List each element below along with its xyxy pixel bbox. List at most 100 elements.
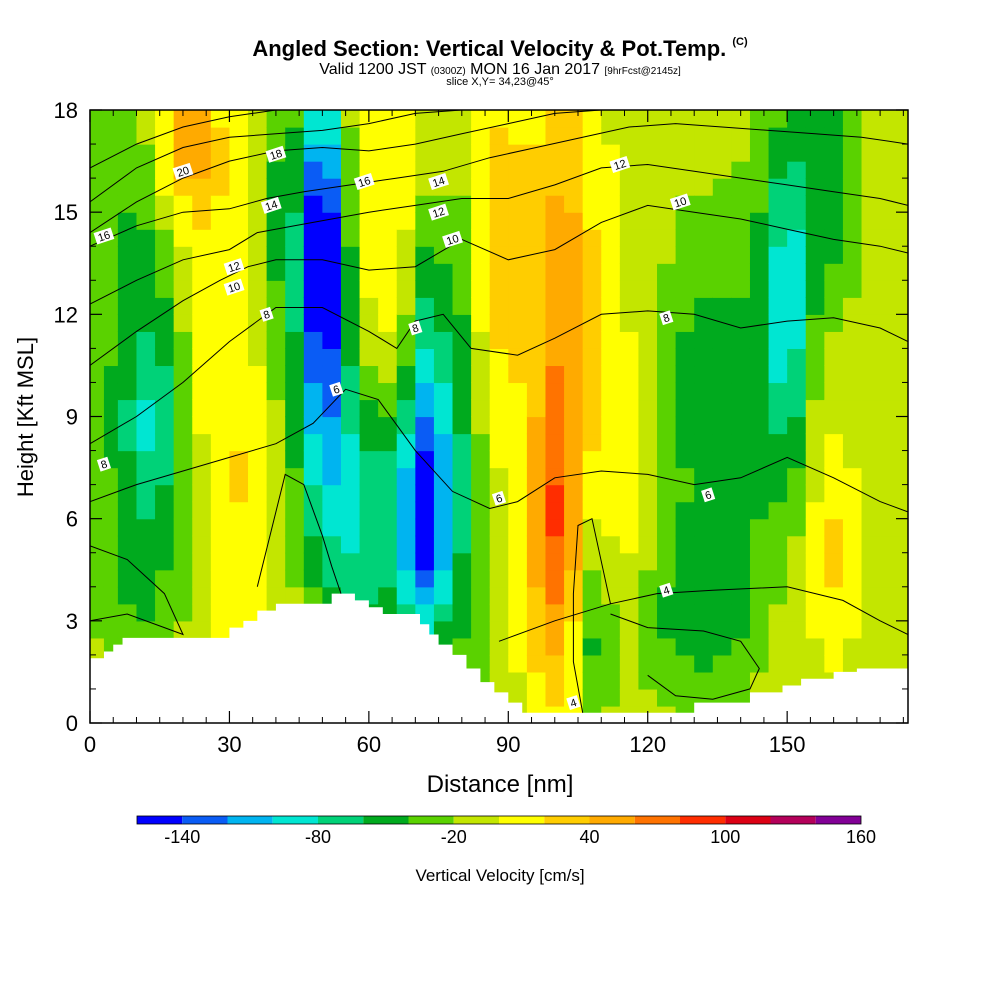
velocity-cell (508, 552, 528, 571)
velocity-cell (489, 246, 509, 264)
velocity-cell (433, 416, 454, 435)
colorbar-frame (136, 815, 862, 825)
velocity-cell (805, 331, 825, 349)
velocity-cell (675, 399, 695, 418)
velocity-cell (90, 212, 105, 230)
velocity-cell (582, 501, 602, 520)
velocity-cell (322, 467, 342, 486)
velocity-cell (452, 518, 472, 537)
velocity-cell (694, 365, 714, 384)
velocity-cell (285, 382, 305, 401)
velocity-cell (880, 399, 908, 418)
velocity-cell (564, 331, 584, 349)
velocity-cell (359, 263, 379, 281)
velocity-cell (489, 399, 509, 418)
velocity-cell (601, 637, 621, 656)
velocity-cell (489, 467, 509, 486)
velocity-cell (824, 399, 844, 418)
velocity-cell (210, 501, 231, 520)
velocity-cell (619, 688, 640, 707)
chart-title: Angled Section: Vertical Velocity & Pot.… (0, 36, 1000, 62)
velocity-cell (90, 433, 105, 452)
velocity-cell (452, 280, 472, 298)
velocity-cell (842, 144, 863, 162)
velocity-cell (248, 552, 268, 571)
velocity-cell (471, 246, 491, 264)
velocity-cell (787, 382, 807, 401)
velocity-cell (359, 484, 379, 503)
velocity-cell (582, 620, 602, 639)
velocity-cell (155, 603, 175, 622)
velocity-cell (564, 484, 584, 503)
velocity-cell (619, 110, 640, 128)
velocity-cell (136, 365, 156, 384)
velocity-cell (322, 161, 342, 179)
velocity-cell (396, 382, 416, 401)
velocity-cell (508, 399, 528, 418)
velocity-cell (731, 229, 751, 247)
velocity-cell (303, 416, 323, 435)
velocity-cell (489, 637, 509, 656)
colorbar-swatch (182, 816, 228, 824)
velocity-cell (248, 467, 268, 486)
velocity-cell (415, 297, 435, 315)
velocity-cell (861, 144, 881, 162)
contour-label-box (701, 487, 716, 503)
velocity-cell (749, 603, 770, 622)
velocity-cell (322, 229, 342, 247)
velocity-cell (526, 161, 547, 179)
velocity-cell (824, 297, 844, 315)
velocity-cell (508, 110, 528, 128)
velocity-cell (657, 535, 677, 554)
velocity-cell (787, 195, 807, 213)
velocity-cell (433, 399, 454, 418)
velocity-cell (155, 416, 175, 435)
velocity-cell (489, 433, 509, 452)
velocity-cell (489, 331, 509, 349)
velocity-cell (415, 518, 435, 537)
colorbar-label: Vertical Velocity [cm/s] (415, 866, 584, 885)
velocity-cell (749, 212, 770, 230)
velocity-cell (657, 637, 677, 656)
velocity-cell (192, 416, 212, 435)
velocity-cell (155, 484, 175, 503)
velocity-cell (601, 552, 621, 571)
velocity-cell (712, 399, 732, 418)
velocity-cell (508, 280, 528, 298)
velocity-cell (675, 569, 695, 588)
velocity-cell (712, 637, 732, 656)
velocity-cell (248, 569, 268, 588)
velocity-cell (117, 178, 138, 196)
velocity-cell (842, 552, 863, 571)
velocity-cell (303, 161, 323, 179)
velocity-cell (285, 552, 305, 571)
velocity-cell (694, 688, 714, 707)
velocity-cell (694, 467, 714, 486)
velocity-cell (805, 297, 825, 315)
velocity-cell (508, 263, 528, 281)
velocity-cell (526, 688, 547, 707)
velocity-cell (322, 569, 342, 588)
velocity-cell (619, 484, 640, 503)
velocity-cell (657, 246, 677, 264)
velocity-cell (638, 127, 658, 145)
velocity-cell (489, 416, 509, 435)
velocity-cell (694, 654, 714, 673)
colorbar-tick-label: 40 (579, 827, 599, 847)
velocity-cell (712, 382, 732, 401)
velocity-cell (880, 212, 908, 230)
chart-title-unit: (C) (732, 36, 748, 48)
velocity-cell (285, 450, 305, 469)
contour-label: 10 (442, 230, 463, 248)
velocity-cell (545, 331, 565, 349)
velocity-cell (210, 212, 231, 230)
colorbar-tick-label: 160 (846, 827, 876, 847)
velocity-cell (731, 654, 751, 673)
velocity-cell (452, 178, 472, 196)
velocity-cell (768, 110, 788, 128)
velocity-cell (712, 280, 732, 298)
velocity-cell (471, 467, 491, 486)
velocity-cell (601, 484, 621, 503)
velocity-cell (731, 144, 751, 162)
isentrope-line (90, 388, 908, 513)
